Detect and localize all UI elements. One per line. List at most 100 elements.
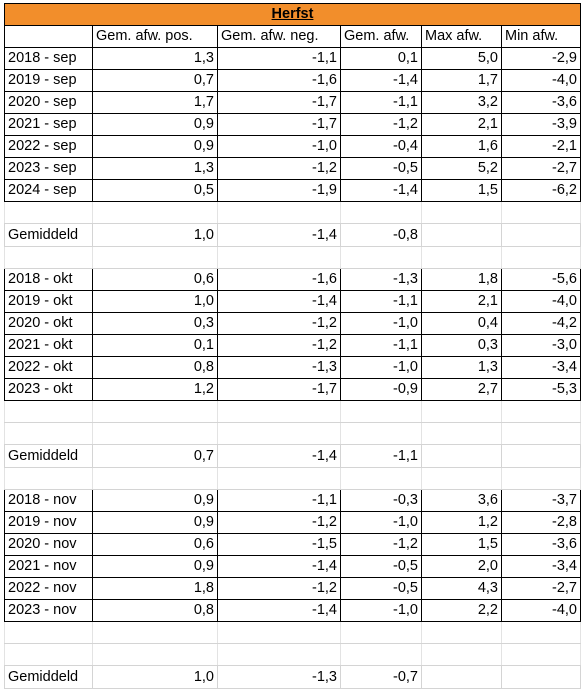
row-label-cell[interactable]: 2019 - sep [4,69,93,92]
value-cell[interactable]: 0,9 [92,489,218,512]
empty-cell[interactable] [501,400,581,423]
empty-cell[interactable] [421,246,502,269]
value-cell[interactable]: -1,4 [217,555,341,578]
column-header-gem-afw-pos[interactable]: Gem. afw. pos. [92,25,218,48]
row-label-cell[interactable]: 2021 - sep [4,113,93,136]
value-cell[interactable]: -1,4 [217,599,341,622]
value-cell[interactable]: -0,5 [340,157,422,180]
value-cell[interactable]: -1,2 [217,312,341,335]
average-value-cell[interactable]: 1,0 [92,223,218,247]
value-cell[interactable]: 0,7 [92,69,218,92]
value-cell[interactable]: 1,8 [421,268,502,291]
value-cell[interactable]: 5,2 [421,157,502,180]
value-cell[interactable]: -1,7 [217,113,341,136]
value-cell[interactable]: 0,5 [92,179,218,202]
row-label-cell[interactable]: 2022 - nov [4,577,93,600]
value-cell[interactable]: 0,1 [92,334,218,357]
value-cell[interactable]: 1,2 [92,378,218,401]
empty-cell[interactable] [4,246,93,269]
empty-cell[interactable] [217,400,341,423]
row-label-cell[interactable]: 2024 - sep [4,179,93,202]
empty-cell[interactable] [501,621,581,644]
empty-cell[interactable] [340,246,422,269]
value-cell[interactable]: -3,9 [501,113,581,136]
value-cell[interactable]: -1,7 [217,91,341,114]
row-label-cell[interactable]: 2018 - nov [4,489,93,512]
value-cell[interactable]: -1,4 [217,290,341,313]
empty-cell[interactable] [340,643,422,666]
empty-cell[interactable] [92,467,218,490]
value-cell[interactable]: 1,5 [421,179,502,202]
empty-cell[interactable] [501,201,581,224]
empty-cell[interactable] [501,643,581,666]
value-cell[interactable]: -1,5 [217,533,341,556]
value-cell[interactable]: -3,7 [501,489,581,512]
row-label-cell[interactable]: 2022 - sep [4,135,93,158]
row-label-cell[interactable]: 2018 - sep [4,47,93,70]
value-cell[interactable]: -1,2 [217,511,341,534]
empty-cell[interactable] [340,422,422,445]
empty-cell[interactable] [4,400,93,423]
value-cell[interactable]: -1,1 [340,334,422,357]
value-cell[interactable]: -3,4 [501,555,581,578]
value-cell[interactable]: -3,0 [501,334,581,357]
value-cell[interactable]: -1,0 [340,356,422,379]
row-label-cell[interactable]: 2018 - okt [4,268,93,291]
empty-cell[interactable] [421,422,502,445]
row-label-cell[interactable]: 2023 - nov [4,599,93,622]
table-title[interactable]: Herfst [4,3,581,26]
average-value-cell[interactable]: -1,4 [217,444,341,468]
empty-cell[interactable] [4,422,93,445]
value-cell[interactable]: -1,7 [217,378,341,401]
empty-cell[interactable] [421,201,502,224]
value-cell[interactable]: -1,3 [340,268,422,291]
value-cell[interactable]: -1,1 [340,91,422,114]
value-cell[interactable]: -2,8 [501,511,581,534]
empty-cell[interactable] [217,246,341,269]
average-value-cell[interactable] [421,444,502,468]
value-cell[interactable]: -4,0 [501,69,581,92]
empty-cell[interactable] [501,467,581,490]
value-cell[interactable]: 0,9 [92,511,218,534]
value-cell[interactable]: -1,1 [217,489,341,512]
empty-cell[interactable] [217,643,341,666]
column-header-gem-afw[interactable]: Gem. afw. [340,25,422,48]
value-cell[interactable]: 0,8 [92,599,218,622]
value-cell[interactable]: -2,9 [501,47,581,70]
value-cell[interactable]: -1,3 [217,356,341,379]
empty-cell[interactable] [340,400,422,423]
value-cell[interactable]: -1,2 [340,533,422,556]
empty-cell[interactable] [217,467,341,490]
column-header-gem-afw-neg[interactable]: Gem. afw. neg. [217,25,341,48]
value-cell[interactable]: -3,6 [501,91,581,114]
row-label-cell[interactable]: 2021 - nov [4,555,93,578]
empty-cell[interactable] [340,201,422,224]
empty-cell[interactable] [92,422,218,445]
row-label-cell[interactable]: 2020 - sep [4,91,93,114]
row-label-cell[interactable]: 2023 - okt [4,378,93,401]
value-cell[interactable]: 0,9 [92,135,218,158]
average-label-cell[interactable]: Gemiddeld [4,444,93,468]
value-cell[interactable]: 0,3 [92,312,218,335]
value-cell[interactable]: -1,1 [340,290,422,313]
value-cell[interactable]: -4,2 [501,312,581,335]
value-cell[interactable]: 2,2 [421,599,502,622]
value-cell[interactable]: 1,5 [421,533,502,556]
row-label-cell[interactable]: 2019 - okt [4,290,93,313]
value-cell[interactable]: -1,2 [340,113,422,136]
average-value-cell[interactable]: -1,3 [217,665,341,689]
average-value-cell[interactable]: 0,7 [92,444,218,468]
row-label-cell[interactable]: 2020 - okt [4,312,93,335]
value-cell[interactable]: 1,2 [421,511,502,534]
value-cell[interactable]: -4,0 [501,599,581,622]
value-cell[interactable]: 0,6 [92,268,218,291]
column-header-blank[interactable] [4,25,93,48]
value-cell[interactable]: 1,7 [421,69,502,92]
value-cell[interactable]: -1,2 [217,334,341,357]
average-value-cell[interactable] [421,223,502,247]
value-cell[interactable]: -1,0 [340,599,422,622]
value-cell[interactable]: -1,0 [217,135,341,158]
value-cell[interactable]: 2,1 [421,290,502,313]
value-cell[interactable]: -0,5 [340,577,422,600]
value-cell[interactable]: 2,7 [421,378,502,401]
